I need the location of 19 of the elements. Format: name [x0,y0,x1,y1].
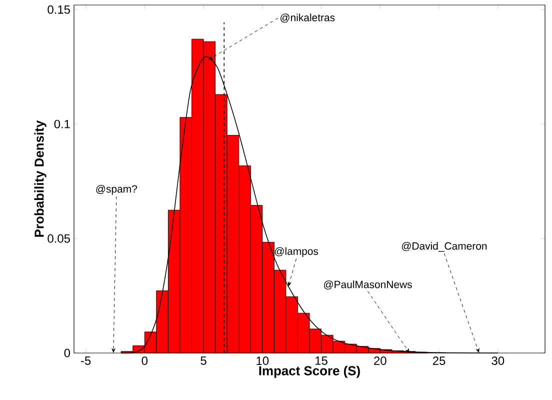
annotation: @lampos [274,247,318,258]
y-axis-title: Probability Density [34,120,46,237]
x-axis-title: Impact Score (S) [259,366,360,378]
y-tick-label: 0.15 [48,5,70,14]
annotation: @spam? [96,184,137,195]
x-tick-label: 30 [492,356,504,365]
x-tick-label: 25 [432,356,446,365]
annotation: @nikaletras [280,14,335,23]
x-tick-label: 10 [256,356,269,365]
annotation: @PaulMasonNews [324,280,412,290]
x-tick-label: 5 [200,356,206,365]
y-tick-label: 0.1 [54,120,70,128]
x-tick-label: 20 [374,356,386,365]
x-tick-label: -5 [80,356,91,365]
y-tick-label: 0.05 [48,234,70,243]
x-tick-label: 15 [316,356,328,365]
annotation: @David_Cameron [402,242,487,252]
y-tick-label: 0 [64,348,70,358]
x-tick-label: 0 [142,356,148,365]
